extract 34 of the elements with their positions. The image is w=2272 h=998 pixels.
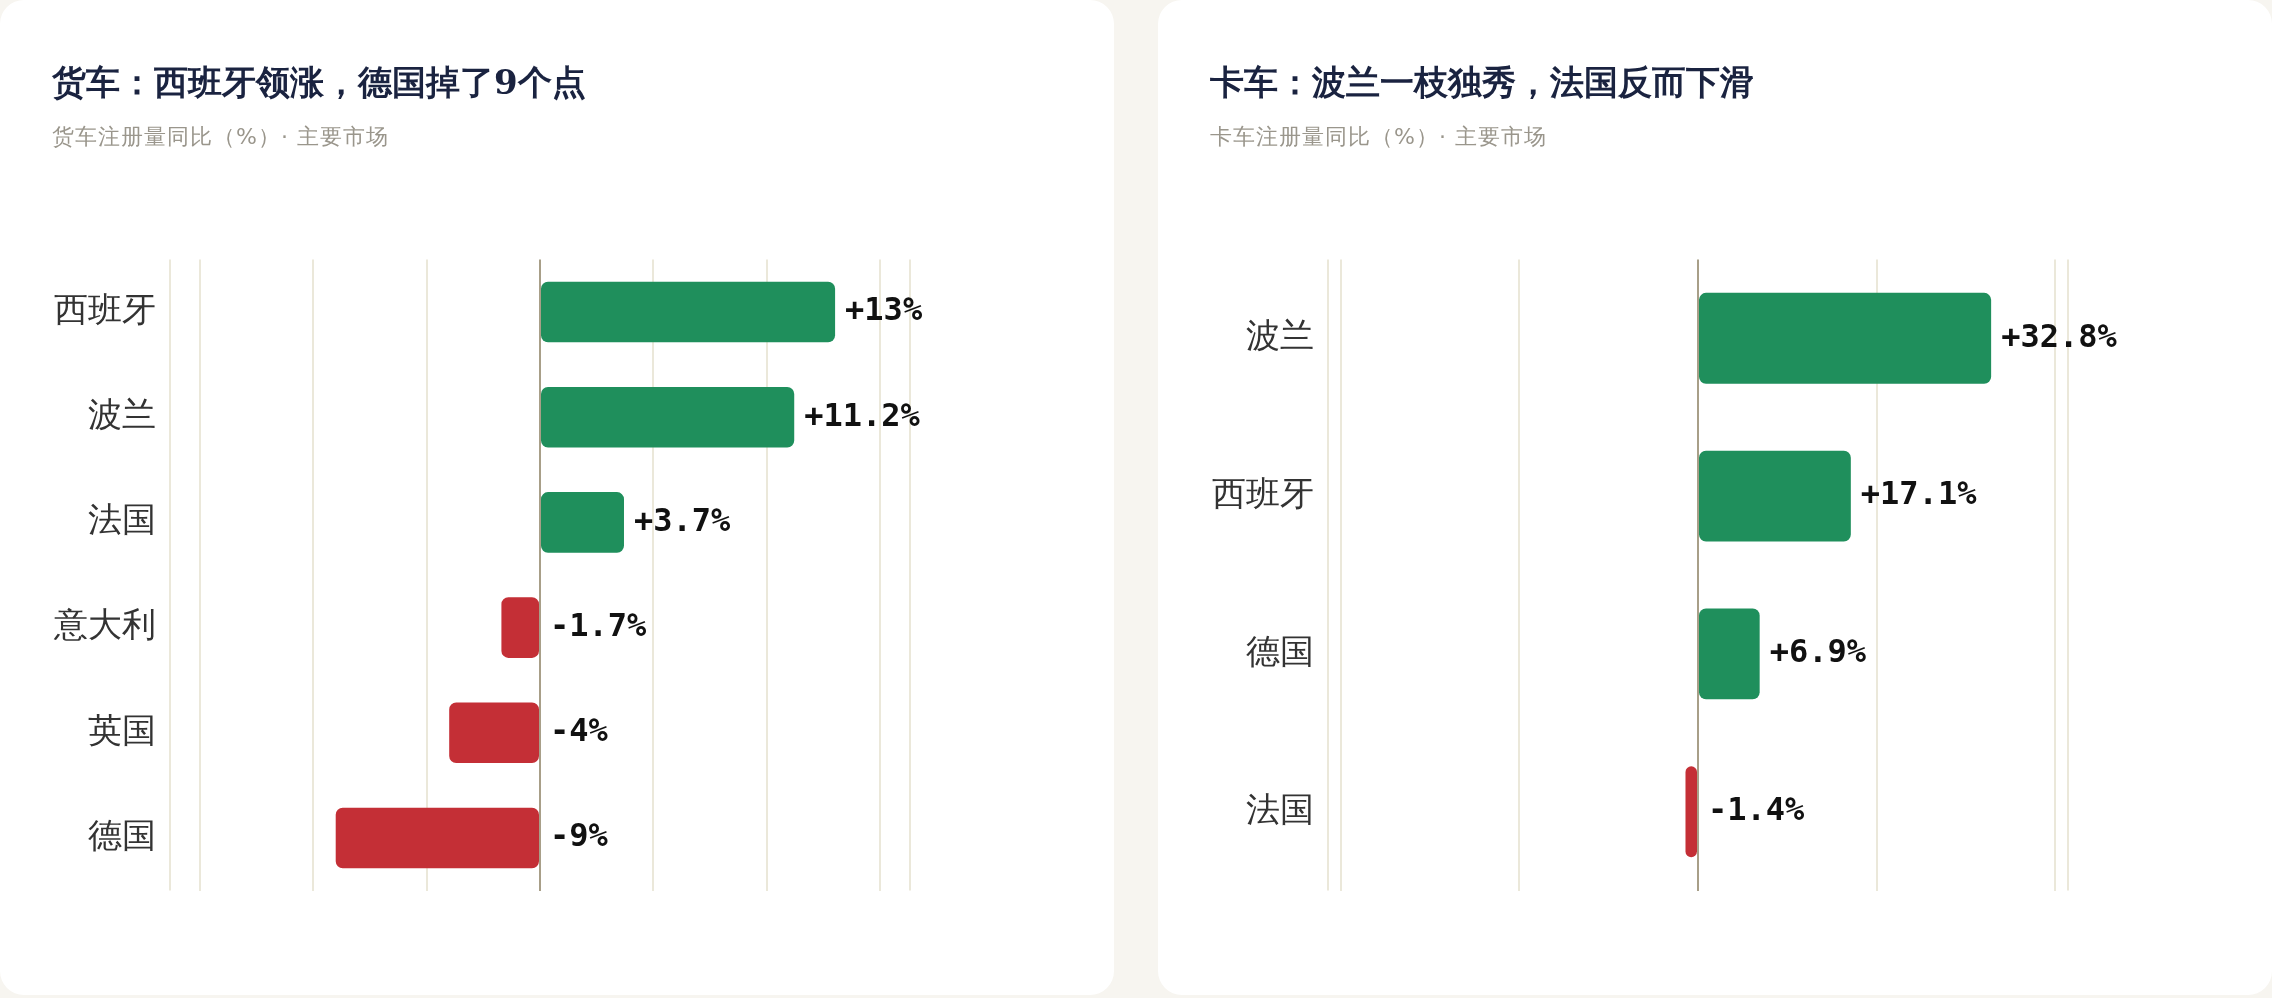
y-tick-label: 西班牙 bbox=[54, 288, 156, 329]
data-label: -1.7% bbox=[550, 605, 648, 644]
data-label: +32.8% bbox=[2001, 316, 2118, 355]
data-label: +13% bbox=[845, 290, 923, 329]
y-tick-label: 英国 bbox=[88, 709, 156, 750]
bar bbox=[541, 386, 795, 448]
data-label: -4% bbox=[550, 711, 609, 750]
chart-subtitle: 卡车注册量同比（%）· 主要市场 bbox=[1210, 123, 1547, 151]
bar bbox=[1699, 608, 1760, 700]
bar bbox=[541, 492, 624, 553]
bar bbox=[1699, 292, 1992, 384]
chart-subtitle: 货车注册量同比（%）· 主要市场 bbox=[52, 123, 389, 151]
data-label: -9% bbox=[550, 816, 609, 855]
bar bbox=[501, 597, 539, 658]
y-tick-label: 波兰 bbox=[88, 394, 156, 435]
data-label: +17.1% bbox=[1860, 474, 1978, 513]
data-label: +11.2% bbox=[804, 395, 921, 434]
y-tick-label: 德国 bbox=[88, 814, 156, 855]
y-tick-label: 法国 bbox=[88, 499, 156, 540]
bar bbox=[1699, 450, 1851, 542]
bar bbox=[335, 807, 539, 869]
bar bbox=[449, 702, 539, 764]
chart-title: 卡车：波兰一枝独秀，法国反而下滑 bbox=[1210, 61, 1754, 104]
y-tick-label: 波兰 bbox=[1246, 315, 1314, 356]
data-label: +3.7% bbox=[633, 500, 732, 539]
y-tick-label: 法国 bbox=[1246, 788, 1314, 829]
bar bbox=[1685, 766, 1697, 858]
data-label: +6.9% bbox=[1769, 632, 1867, 671]
data-label: -1.4% bbox=[1708, 790, 1806, 829]
y-tick-label: 德国 bbox=[1246, 630, 1314, 671]
y-tick-label: 西班牙 bbox=[1212, 472, 1314, 513]
y-tick-label: 意大利 bbox=[53, 604, 156, 645]
bar bbox=[541, 281, 836, 343]
chart-title: 货车：西班牙领涨，德国掉了9个点 bbox=[52, 61, 586, 104]
